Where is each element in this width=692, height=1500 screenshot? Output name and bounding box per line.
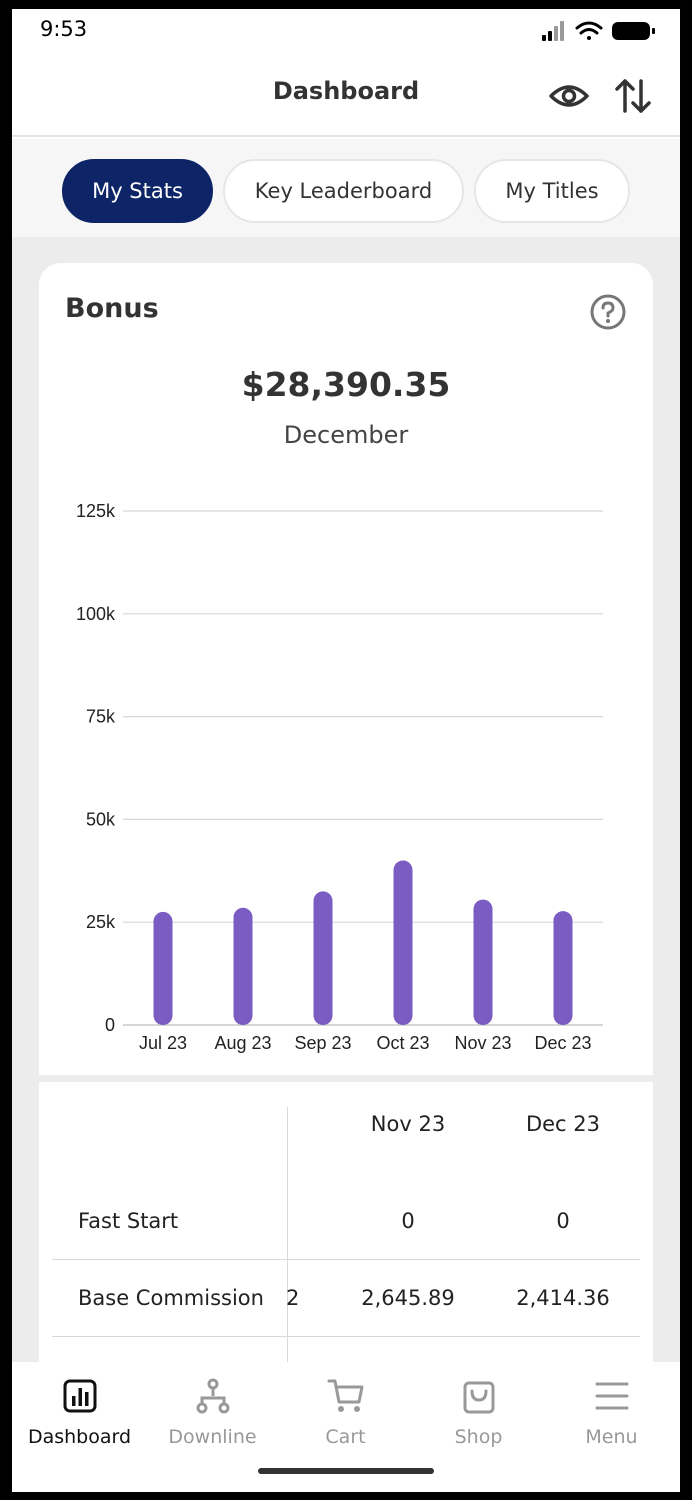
column-divider bbox=[287, 1107, 288, 1362]
chart-bar[interactable] bbox=[313, 891, 333, 1025]
y-tick-label: 25k bbox=[86, 912, 116, 932]
nav-dashboard[interactable]: Dashboard bbox=[13, 1376, 146, 1456]
chart-bar[interactable] bbox=[393, 860, 413, 1025]
nav-menu[interactable]: Menu bbox=[545, 1376, 678, 1456]
row-label-fast-start: Fast Start bbox=[78, 1209, 179, 1233]
main-content[interactable]: Bonus $28,390.35 December 0 25k 50k 75k 100k… bbox=[12, 237, 680, 1362]
column-header: Dec 23 bbox=[525, 1112, 601, 1136]
hamburger-menu-icon bbox=[595, 1382, 628, 1410]
bonus-breakdown-table: Nov 23 Dec 23 Fast Start 0 0 Base Commis… bbox=[39, 1082, 653, 1362]
nav-label: Dashboard bbox=[27, 1426, 132, 1448]
question-circle-icon bbox=[590, 294, 626, 330]
signal-icon bbox=[542, 21, 564, 41]
bar-chart-icon bbox=[63, 1379, 96, 1413]
status-indicators bbox=[542, 21, 655, 41]
sort-button[interactable] bbox=[610, 73, 656, 119]
cart-icon bbox=[327, 1379, 363, 1412]
chart-bar[interactable] bbox=[553, 911, 573, 1025]
tab-my-titles[interactable]: My Titles bbox=[474, 159, 630, 223]
app-header: Dashboard bbox=[12, 53, 680, 137]
nav-label: Downline bbox=[168, 1426, 257, 1448]
x-tick-label: Dec 23 bbox=[534, 1033, 591, 1053]
bonus-month: December bbox=[283, 421, 409, 449]
clipped-cell: 2 bbox=[286, 1286, 300, 1310]
bonus-bar-chart: 0 25k 50k 75k 100k 125k Jul 23 Aug 23 Sep 23 Oct … bbox=[76, 501, 603, 1053]
chart-bar[interactable] bbox=[233, 907, 253, 1025]
nav-label: Menu bbox=[585, 1426, 638, 1448]
row-label-base-commission: Base Commission bbox=[78, 1286, 264, 1310]
status-bar: 9:53 bbox=[12, 9, 680, 53]
table-cell: 0 bbox=[556, 1209, 570, 1233]
nav-label: Shop bbox=[454, 1426, 503, 1448]
x-tick-label: Aug 23 bbox=[214, 1033, 271, 1053]
status-time: 9:53 bbox=[40, 17, 88, 41]
wifi-icon bbox=[575, 21, 603, 40]
tab-my-stats[interactable]: My Stats bbox=[62, 159, 213, 223]
x-tick-label: Sep 23 bbox=[294, 1033, 351, 1053]
home-indicator bbox=[258, 1468, 434, 1474]
bonus-title: Bonus bbox=[65, 293, 159, 324]
y-tick-label: 75k bbox=[86, 707, 116, 727]
help-button[interactable] bbox=[589, 293, 627, 331]
nav-cart[interactable]: Cart bbox=[279, 1376, 412, 1456]
tab-key-leaderboard[interactable]: Key Leaderboard bbox=[223, 159, 464, 223]
chart-bar[interactable] bbox=[153, 911, 173, 1025]
stats-tab-bar: My Stats Key Leaderboard My Titles bbox=[12, 139, 680, 237]
sort-arrows-icon bbox=[615, 79, 651, 113]
nav-label: Cart bbox=[325, 1426, 366, 1448]
y-tick-label: 100k bbox=[76, 604, 116, 624]
y-tick-label: 50k bbox=[86, 809, 116, 829]
nav-shop[interactable]: Shop bbox=[412, 1376, 545, 1456]
row-divider bbox=[52, 1259, 640, 1260]
column-header: Nov 23 bbox=[370, 1112, 446, 1136]
nav-downline[interactable]: Downline bbox=[146, 1376, 279, 1456]
table-cell: 2,645.89 bbox=[361, 1286, 455, 1310]
x-tick-label: Nov 23 bbox=[454, 1033, 511, 1053]
y-tick-label: 0 bbox=[105, 1015, 115, 1035]
battery-icon bbox=[612, 22, 655, 40]
table-cell: 2,414.36 bbox=[516, 1286, 610, 1310]
shopping-bag-icon bbox=[463, 1381, 494, 1414]
table-cell: 0 bbox=[401, 1209, 415, 1233]
x-tick-label: Jul 23 bbox=[139, 1033, 187, 1053]
x-tick-label: Oct 23 bbox=[376, 1033, 429, 1053]
bonus-card: Bonus $28,390.35 December 0 25k 50k 75k 100k… bbox=[39, 263, 653, 1075]
y-tick-label: 125k bbox=[76, 501, 116, 521]
phone-screen: 9:53 Dashboard bbox=[12, 9, 680, 1492]
bonus-amount: $28,390.35 bbox=[241, 365, 451, 404]
row-divider bbox=[52, 1336, 640, 1337]
eye-icon bbox=[549, 85, 589, 107]
visibility-toggle-button[interactable] bbox=[546, 73, 592, 119]
page-title: Dashboard bbox=[272, 77, 420, 105]
chart-bar[interactable] bbox=[473, 899, 493, 1025]
hierarchy-icon bbox=[196, 1378, 229, 1414]
